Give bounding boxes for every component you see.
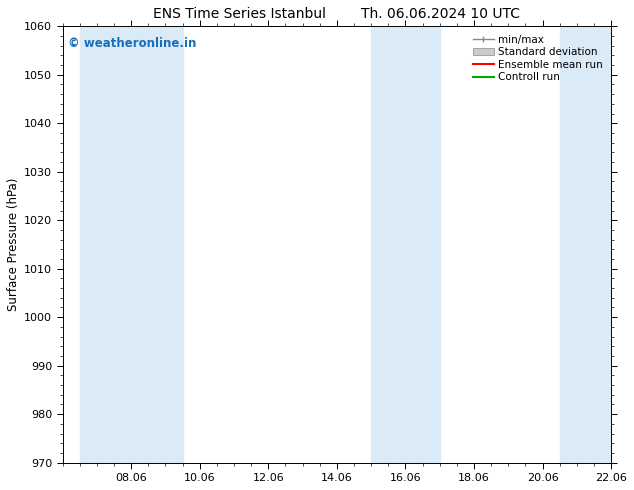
Legend: min/max, Standard deviation, Ensemble mean run, Controll run: min/max, Standard deviation, Ensemble me… — [470, 31, 606, 86]
Bar — [371, 26, 440, 463]
Title: ENS Time Series Istanbul        Th. 06.06.2024 10 UTC: ENS Time Series Istanbul Th. 06.06.2024 … — [153, 7, 521, 21]
Y-axis label: Surface Pressure (hPa): Surface Pressure (hPa) — [7, 178, 20, 311]
Text: © weatheronline.in: © weatheronline.in — [68, 37, 197, 50]
Bar — [80, 26, 183, 463]
Bar — [560, 26, 611, 463]
